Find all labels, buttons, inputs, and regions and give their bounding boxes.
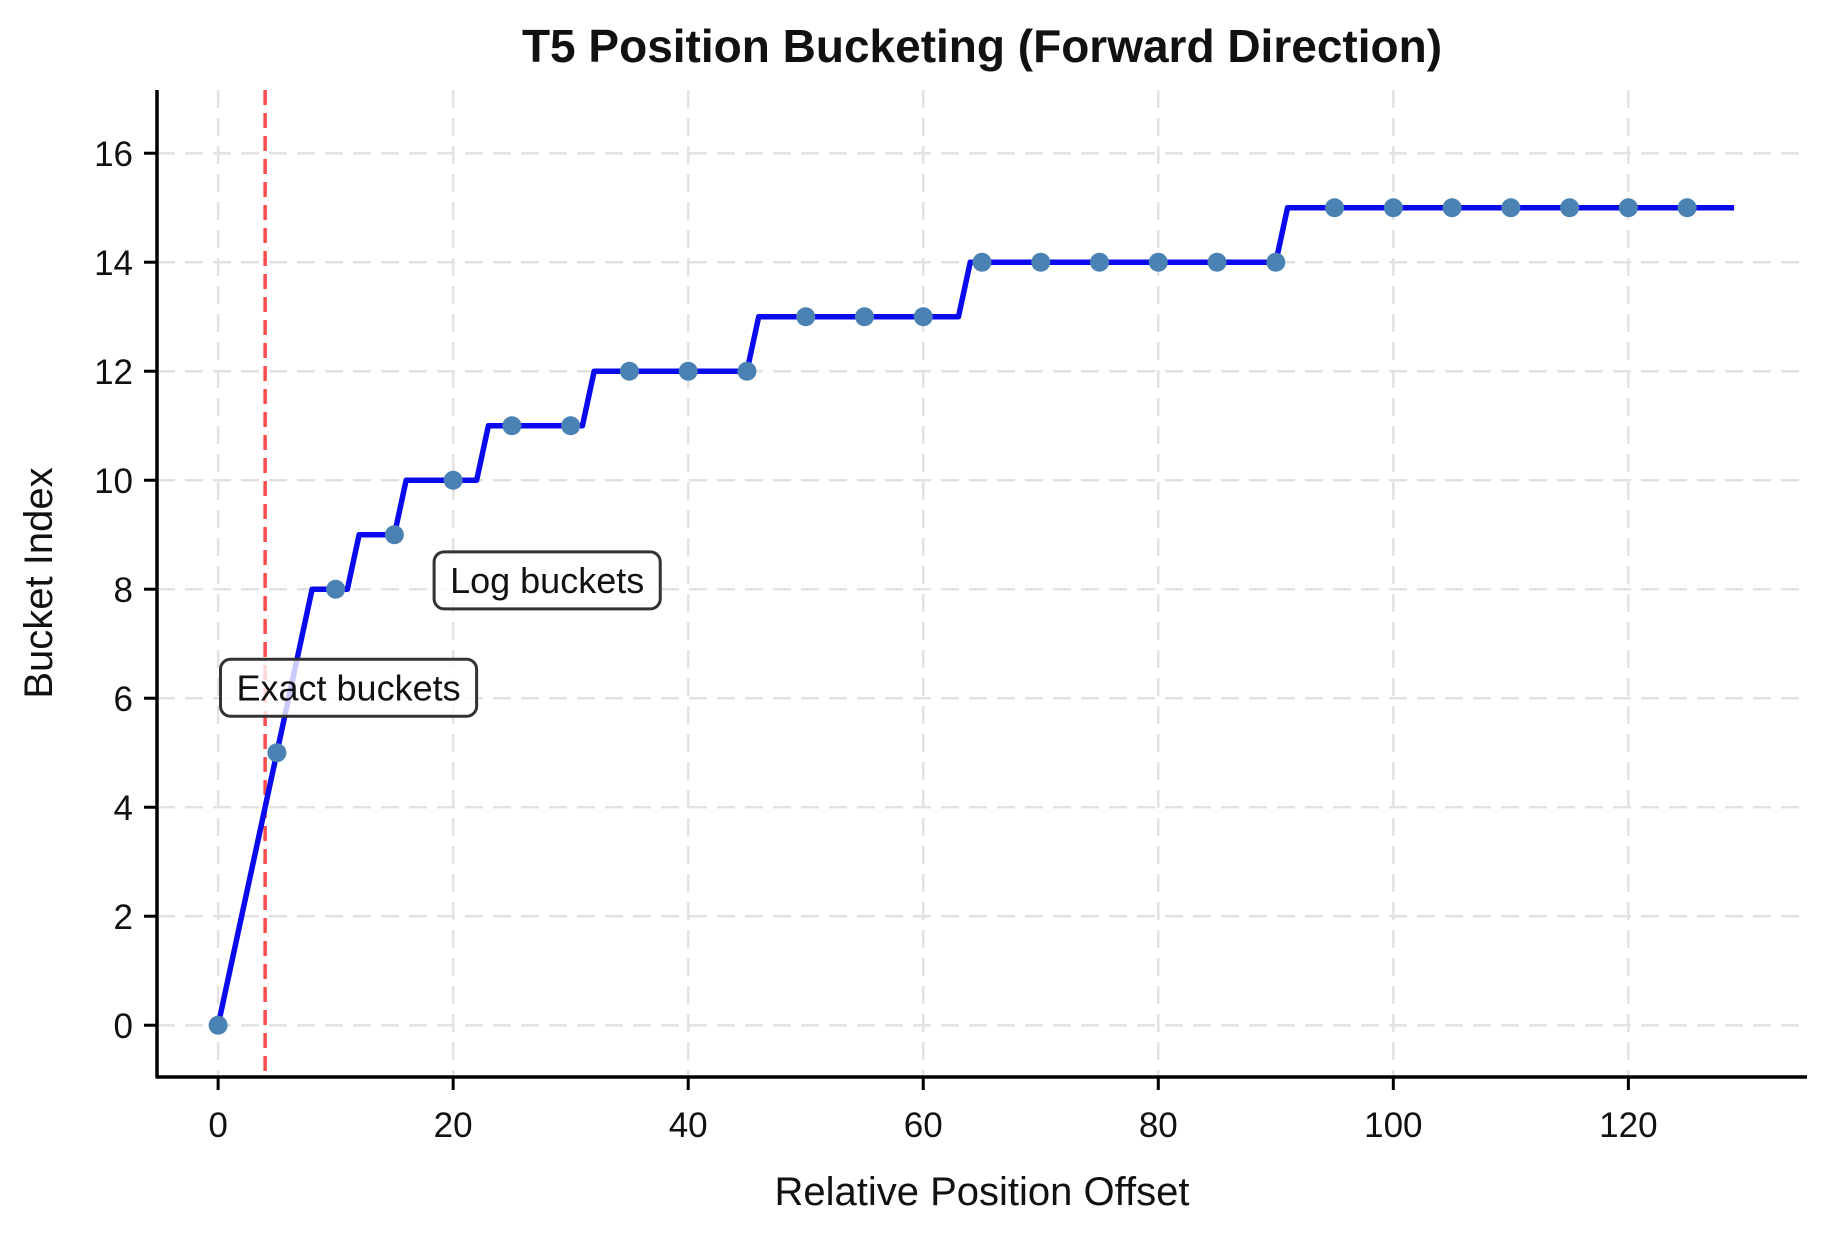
annotation-text-1: Log buckets [450, 560, 644, 601]
marker-point-x25 [502, 416, 522, 436]
annotation-box-0 [219, 657, 479, 718]
marker-point-x5 [267, 743, 287, 763]
marker-point-x0 [208, 1015, 228, 1035]
marker-point-x115 [1560, 198, 1580, 218]
marker-point-x80 [1148, 252, 1168, 272]
y-tick-label-14: 14 [94, 244, 133, 283]
marker-point-x90 [1266, 252, 1286, 272]
marker-point-x45 [737, 361, 757, 381]
marker-point-x125 [1677, 198, 1697, 218]
marker-point-x65 [972, 252, 992, 272]
marker-point-x85 [1207, 252, 1227, 272]
marker-point-x105 [1442, 198, 1462, 218]
x-tick-label-40: 40 [669, 1106, 708, 1145]
y-tick-label-0: 0 [114, 1007, 133, 1046]
marker-point-x30 [561, 416, 581, 436]
y-tick-label-2: 2 [114, 898, 133, 937]
x-tick-label-80: 80 [1139, 1106, 1178, 1145]
x-axis-label: Relative Position Offset [774, 1170, 1189, 1214]
marker-point-x10 [326, 579, 346, 599]
marker-point-x75 [1090, 252, 1110, 272]
y-axis-label: Bucket Index [17, 467, 61, 698]
plot-area: Exact buckets Log buckets 0 20 40 60 80 100 120 0… [94, 90, 1807, 1145]
y-tick-label-6: 6 [114, 680, 133, 719]
x-tick-label-60: 60 [904, 1106, 943, 1145]
marker-point-x110 [1501, 198, 1521, 218]
annotation-box-1 [432, 550, 662, 611]
annotation-text-0: Exact buckets [237, 667, 461, 708]
marker-point-x40 [678, 361, 698, 381]
y-tick-label-12: 12 [94, 353, 133, 392]
marker-point-x20 [443, 470, 463, 490]
marker-point-x35 [619, 361, 639, 381]
marker-point-x95 [1325, 198, 1345, 218]
marker-point-x50 [796, 307, 816, 327]
y-tick-label-10: 10 [94, 462, 133, 501]
marker-point-x60 [913, 307, 933, 327]
marker-point-x15 [384, 525, 404, 545]
chart-title: T5 Position Bucketing (Forward Direction… [522, 20, 1442, 72]
bucket-step-line [215, 204, 1735, 1026]
y-tick-label-16: 16 [94, 135, 133, 174]
x-tick-label-100: 100 [1364, 1106, 1422, 1145]
marker-point-x70 [1031, 252, 1051, 272]
marker-point-x55 [854, 307, 874, 327]
y-tick-label-4: 4 [114, 789, 133, 828]
x-tick-label-20: 20 [434, 1106, 473, 1145]
y-tick-label-8: 8 [114, 571, 133, 610]
x-tick-label-120: 120 [1599, 1106, 1657, 1145]
x-tick-label-0: 0 [208, 1106, 227, 1145]
marker-point-x120 [1618, 198, 1638, 218]
marker-point-x100 [1383, 198, 1403, 218]
